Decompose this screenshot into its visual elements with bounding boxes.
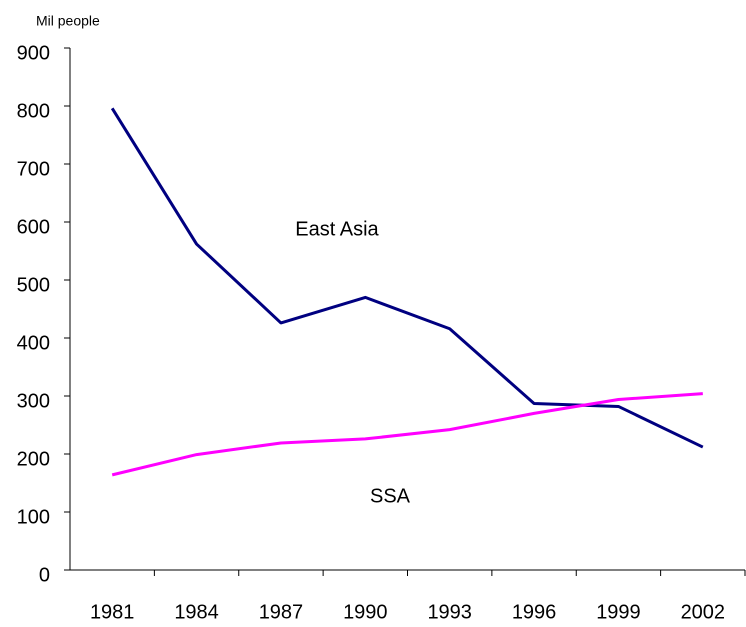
- y-tick-label: 400: [17, 332, 50, 354]
- y-axis-label: Mil people: [36, 13, 100, 29]
- y-tick-label: 500: [17, 274, 50, 296]
- y-tick-label: 100: [17, 506, 50, 528]
- x-tick-label: 2002: [681, 601, 726, 623]
- data-line: [111, 392, 703, 477]
- y-tick-label: 800: [17, 100, 50, 122]
- data-line: [110, 107, 704, 449]
- x-tick-label: 1996: [512, 601, 557, 623]
- y-tick-label: 300: [17, 390, 50, 412]
- series-annotation: East Asia: [295, 218, 379, 240]
- x-tick-label: 1993: [427, 601, 472, 623]
- series-annotation: SSA: [370, 485, 411, 507]
- x-tick-label: 1984: [174, 601, 219, 623]
- y-tick-label: 0: [39, 564, 50, 586]
- x-tick-label: 1990: [343, 601, 388, 623]
- y-tick-label: 900: [17, 42, 50, 64]
- x-tick-label: 1987: [259, 601, 304, 623]
- x-tick-label: 1981: [90, 601, 135, 623]
- y-tick-label: 200: [17, 448, 50, 470]
- y-tick-label: 700: [17, 158, 50, 180]
- x-tick-label: 1999: [596, 601, 641, 623]
- y-tick-label: 600: [17, 216, 50, 238]
